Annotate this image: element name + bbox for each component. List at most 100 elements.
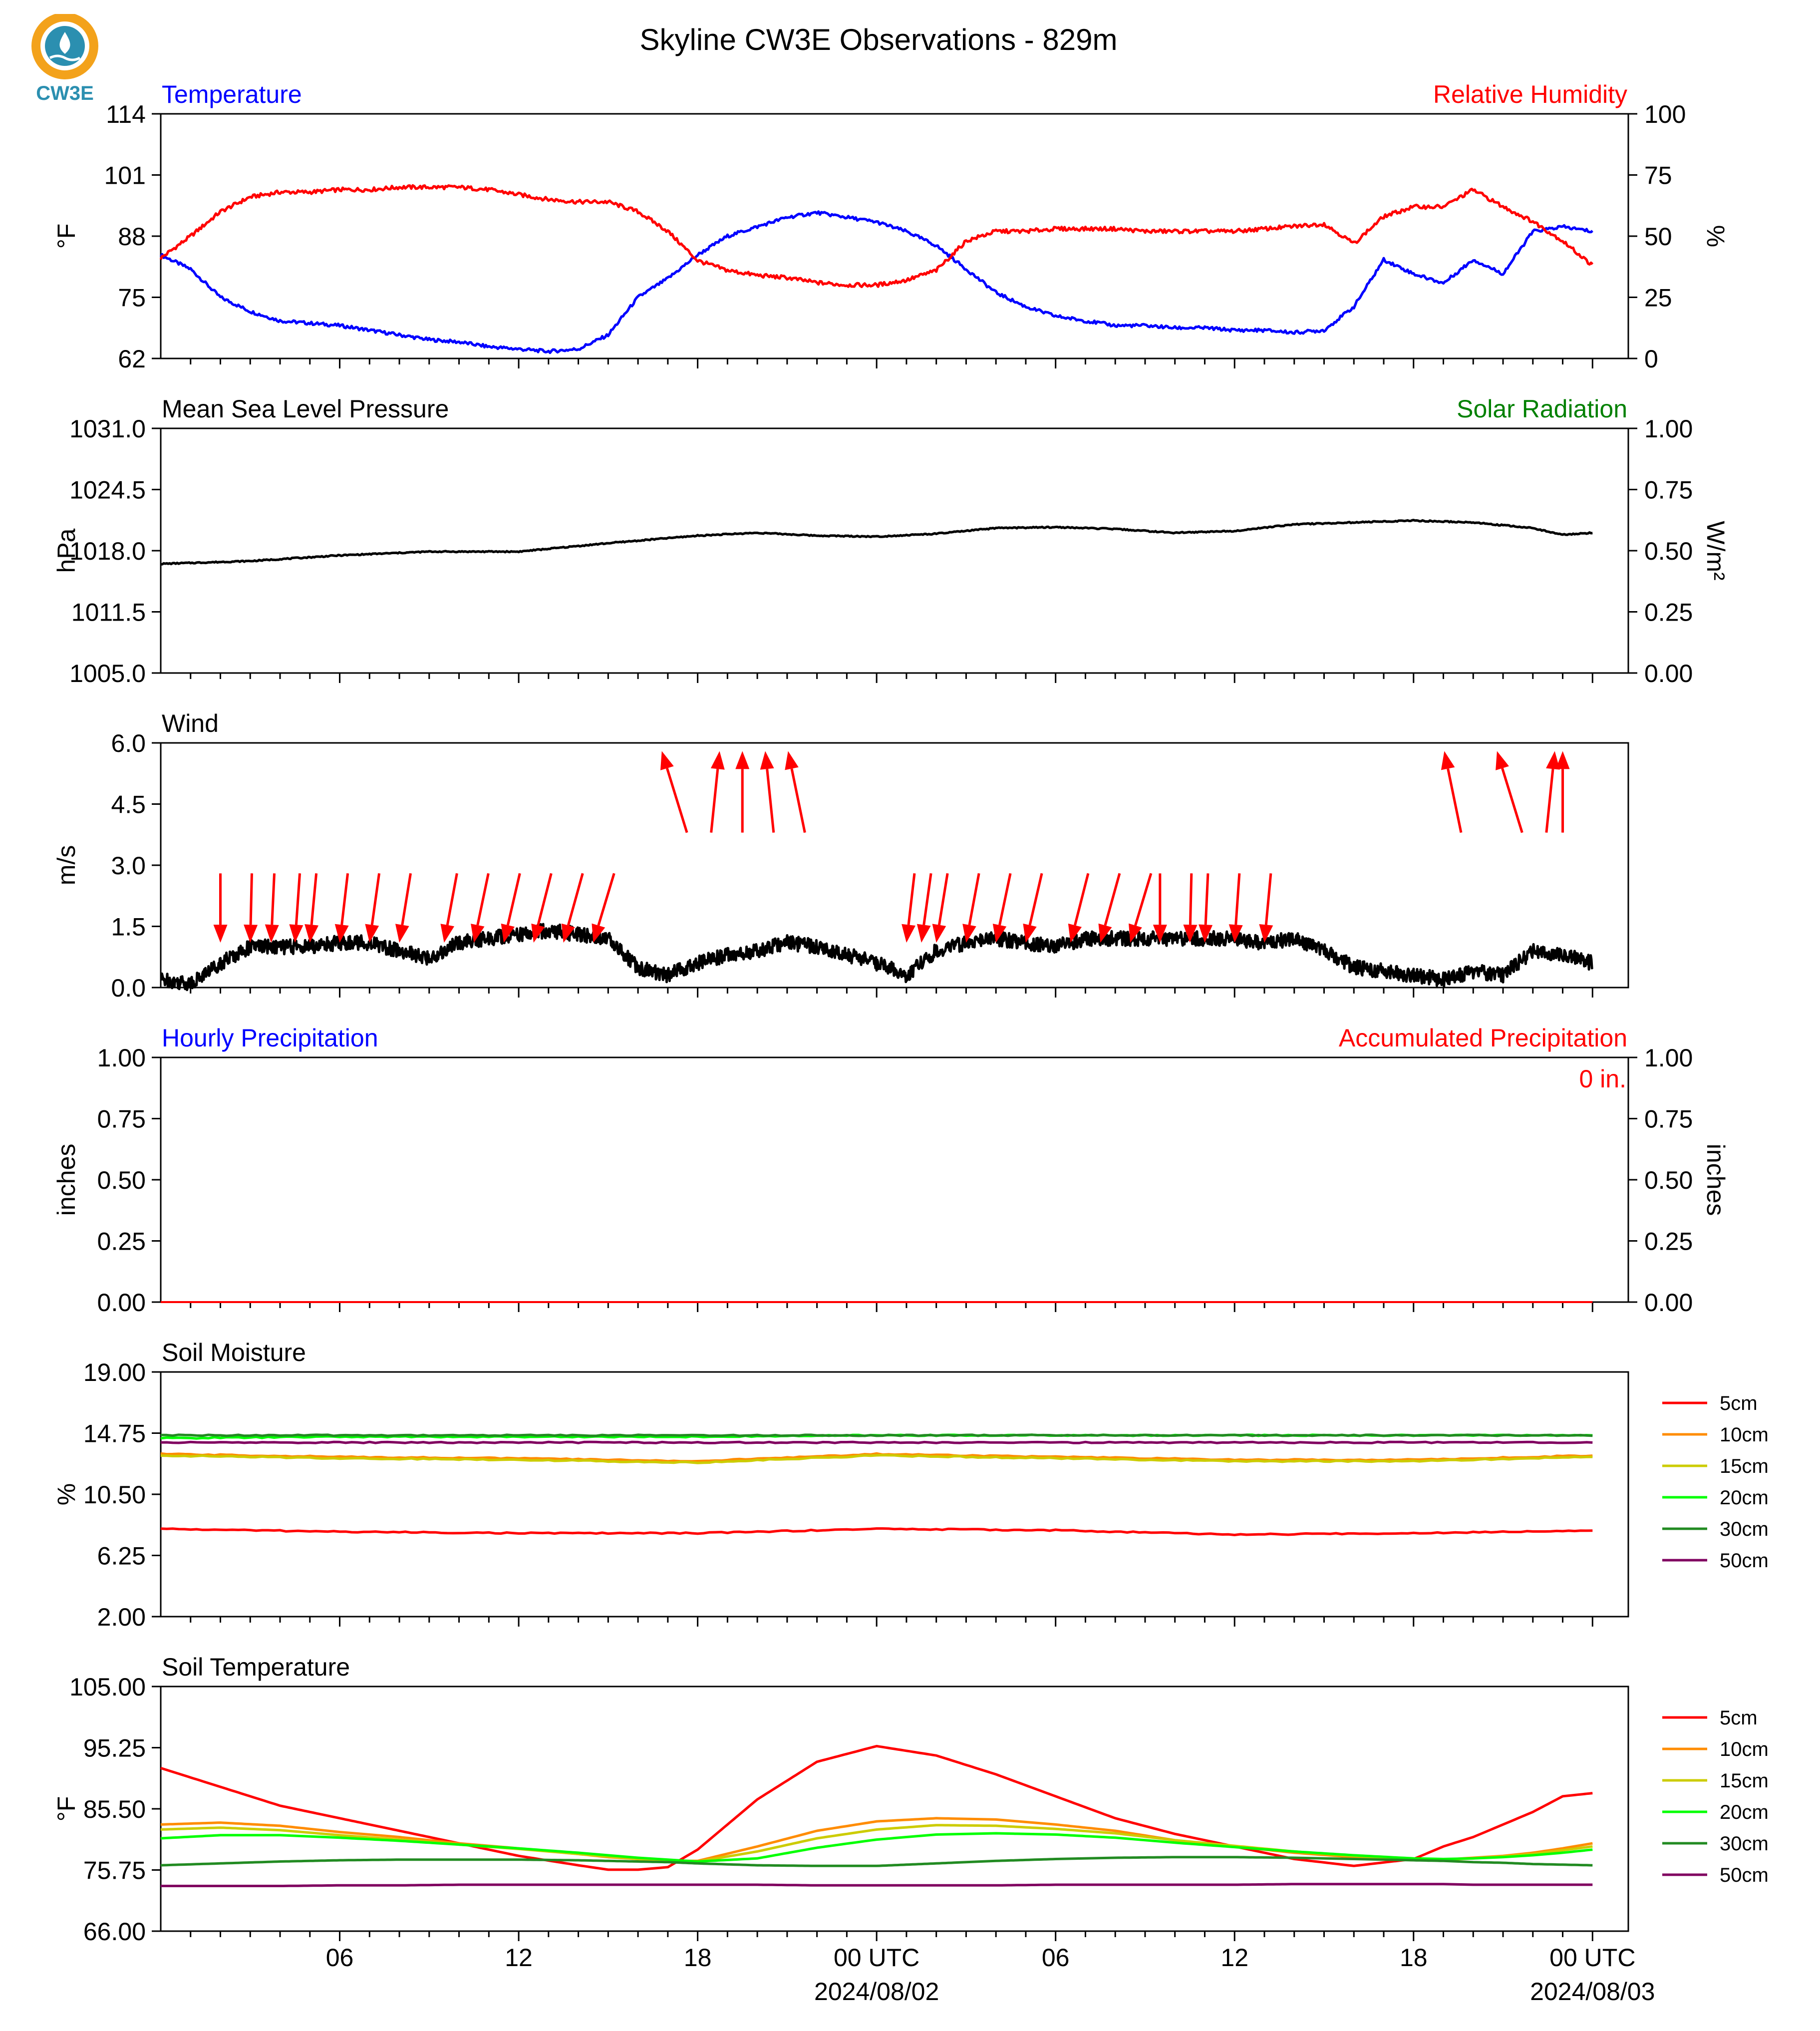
- wind-arrow-head: [1496, 751, 1509, 770]
- xtick-label-1: 12: [505, 1944, 533, 1972]
- legend-label-5cm: 5cm: [1720, 1392, 1758, 1414]
- wind-arrow-shaft: [790, 768, 806, 833]
- legend-label-30cm: 30cm: [1720, 1833, 1769, 1855]
- temperature_rh-ytick-label: 75: [118, 284, 146, 312]
- legend-label-50cm: 50cm: [1720, 1864, 1769, 1886]
- wind-ytick-label: 6.0: [111, 729, 146, 757]
- soil_temperature-ytick-label: 66.00: [83, 1918, 146, 1946]
- wind-arrow-shaft: [597, 873, 615, 926]
- soil_temperature-title-left: Soil Temperature: [162, 1653, 350, 1681]
- wind-ytick-label: 0.0: [111, 974, 146, 1002]
- wind-arrow-head: [735, 751, 750, 769]
- wind-arrow-head: [902, 924, 915, 943]
- wind-arrow-head: [1259, 924, 1273, 943]
- soil_moisture-ytick-label: 2.00: [97, 1603, 146, 1631]
- wind-arrow-shaft: [506, 873, 521, 926]
- soil_temperature-ytick-label: 95.25: [83, 1734, 146, 1762]
- temperature_rh-ylabel: °F: [52, 224, 80, 249]
- wind-arrow-head: [304, 924, 319, 943]
- wind-arrow-shaft: [295, 873, 302, 925]
- precipitation-frame: [160, 1056, 1629, 1303]
- soil_moisture-series-5cm: [160, 1527, 1593, 1536]
- soil_temperature-frame: [160, 1686, 1629, 1932]
- precipitation-ytick-right-label: 0.50: [1644, 1166, 1693, 1194]
- soil_moisture-ylabel: %: [52, 1483, 80, 1505]
- wind-arrow-head: [334, 924, 349, 943]
- wind-arrow-head: [1023, 923, 1037, 943]
- wind-arrow-head: [265, 924, 279, 943]
- wind-arrow-head: [471, 924, 485, 943]
- wind-arrow-head: [1228, 924, 1243, 943]
- xtick-label-6: 18: [1400, 1944, 1428, 1972]
- soil_temperature-series-50cm: [161, 1883, 1593, 1887]
- precipitation-ytick-right-label: 0.25: [1644, 1228, 1693, 1256]
- legend-label-50cm: 50cm: [1720, 1550, 1769, 1572]
- wind-arrow-head: [962, 924, 976, 943]
- xtick-label-5: 12: [1220, 1944, 1248, 1972]
- precipitation-ytick-label: 0.50: [97, 1166, 146, 1194]
- wind-arrow-head: [785, 751, 799, 770]
- wind-arrow-shaft: [922, 873, 932, 925]
- temperature_rh-ytick-label: 101: [104, 162, 146, 190]
- wind-arrow-head: [531, 923, 545, 943]
- wind-arrow-head: [440, 924, 455, 943]
- soil_moisture-ytick-label: 14.75: [83, 1420, 146, 1448]
- pressure_solar-ytick-right-label: 0.75: [1644, 476, 1693, 504]
- wind-frame: [160, 742, 1629, 989]
- wind-arrow-head: [916, 924, 931, 943]
- cw3e-logo: CW3E: [31, 14, 98, 104]
- pressure_solar-title-right: Solar Radiation: [1457, 395, 1627, 423]
- soil_moisture-series-50cm: [160, 1440, 1593, 1444]
- pressure_solar-title-left: Mean Sea Level Pressure: [162, 395, 449, 423]
- precipitation-ytick-label: 0.75: [97, 1105, 146, 1133]
- wind-arrow-head: [289, 924, 303, 943]
- wind-arrow-shaft: [310, 873, 318, 925]
- wind-arrow-shaft: [249, 873, 253, 925]
- wind-arrow-head: [1546, 751, 1560, 770]
- temperature_rh-series-0: [159, 210, 1593, 354]
- wind-arrow-head: [1098, 923, 1112, 943]
- wind-arrow-head: [660, 751, 674, 770]
- pressure_solar-ytick-label: 1031.0: [69, 415, 146, 443]
- xtick-label-0: 06: [326, 1944, 354, 1972]
- temperature_rh-ytick-right-label: 25: [1644, 284, 1672, 312]
- xtick-label-7: 00 UTC: [1549, 1944, 1635, 1972]
- temperature_rh-title-left: Temperature: [162, 80, 302, 108]
- wind-arrow-head: [365, 924, 379, 943]
- wind-arrow-shaft: [271, 873, 276, 925]
- temperature_rh-ytick-right-label: 75: [1644, 162, 1672, 190]
- legend-label-20cm: 20cm: [1720, 1487, 1769, 1509]
- wind-arrow-head: [1129, 923, 1142, 943]
- pressure_solar-frame: [160, 427, 1629, 674]
- pressure_solar-ytick-label: 1024.5: [69, 476, 146, 504]
- wind-arrow-shaft: [567, 873, 584, 926]
- logo-text: CW3E: [36, 82, 94, 104]
- precipitation-ytick-right-label: 0.00: [1644, 1289, 1693, 1317]
- wind-arrow-head: [213, 925, 228, 943]
- soil_moisture-frame: [160, 1371, 1629, 1618]
- soil_temperature-series-30cm: [160, 1856, 1593, 1867]
- legend-label-30cm: 30cm: [1720, 1518, 1769, 1540]
- precipitation-title-right: Accumulated Precipitation: [1339, 1024, 1627, 1052]
- precipitation-ylabel-right: inches: [1702, 1144, 1730, 1216]
- temperature_rh-ytick-right-label: 100: [1644, 100, 1686, 128]
- pressure_solar-ylabel: hPa: [52, 528, 80, 573]
- wind-arrow-head: [1153, 925, 1167, 943]
- wind-ytick-label: 4.5: [111, 791, 146, 819]
- soil_moisture-title-left: Soil Moisture: [162, 1339, 306, 1366]
- wind-arrow-head: [501, 923, 515, 943]
- date-label-0: 2024/08/02: [814, 1978, 939, 2006]
- wind-title-left: Wind: [162, 709, 219, 737]
- temperature_rh-frame: [160, 113, 1629, 359]
- soil_temperature-ytick-label: 85.50: [83, 1795, 146, 1823]
- temperature_rh-ylabel-right: %: [1702, 225, 1730, 247]
- wind-arrow-shaft: [340, 873, 349, 925]
- legend-label-10cm: 10cm: [1720, 1738, 1769, 1760]
- wind-arrow-shaft: [1501, 767, 1523, 833]
- pressure_solar-ytick-label: 1005.0: [69, 660, 146, 687]
- precipitation-ytick-label: 0.00: [97, 1289, 146, 1317]
- wind-arrow-shaft: [370, 873, 381, 925]
- precipitation-ytick-right-label: 1.00: [1644, 1044, 1693, 1072]
